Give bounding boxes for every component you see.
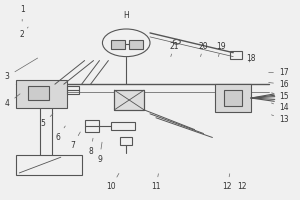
Text: 7: 7 (70, 132, 80, 150)
Bar (114, 90, 144, 110)
Bar (120, 137, 132, 145)
Text: 16: 16 (269, 80, 289, 89)
Text: 6: 6 (56, 126, 65, 142)
Text: 21: 21 (169, 42, 178, 57)
Text: 10: 10 (106, 173, 119, 191)
Text: 15: 15 (272, 92, 289, 101)
Text: 1: 1 (20, 5, 25, 21)
Text: 8: 8 (88, 138, 93, 156)
Text: 20: 20 (199, 42, 208, 57)
Text: 4: 4 (5, 94, 20, 108)
Text: 11: 11 (151, 174, 161, 191)
Bar (85, 120, 100, 132)
Text: 14: 14 (272, 103, 289, 112)
Text: 3: 3 (5, 58, 38, 81)
Text: 2: 2 (20, 27, 28, 39)
Bar (111, 122, 135, 130)
Bar (114, 90, 144, 110)
Text: H: H (123, 11, 129, 20)
Bar (224, 90, 242, 106)
Bar (67, 86, 79, 94)
Text: 19: 19 (217, 42, 226, 57)
Bar (16, 80, 67, 108)
Text: 9: 9 (97, 142, 102, 164)
Text: 13: 13 (272, 115, 289, 124)
Bar (129, 40, 142, 49)
Text: 12: 12 (237, 182, 247, 191)
Bar (28, 86, 49, 100)
Text: 12: 12 (223, 174, 232, 191)
Bar (111, 40, 125, 49)
Text: 18: 18 (246, 54, 256, 63)
Bar (230, 51, 242, 59)
Bar (16, 155, 82, 175)
Bar (215, 84, 251, 112)
Text: 5: 5 (40, 114, 53, 128)
Text: 17: 17 (269, 68, 289, 77)
